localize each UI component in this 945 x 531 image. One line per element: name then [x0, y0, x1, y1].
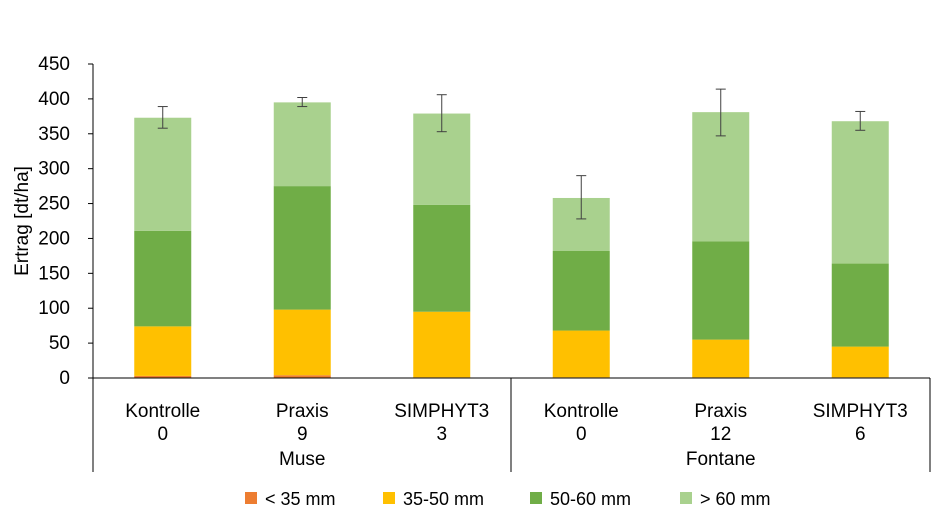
- bar-segment: [273, 375, 331, 378]
- error-bar: [855, 110, 866, 131]
- y-axis-label: Ertrag [dt/ha]: [12, 166, 33, 276]
- x-category-label: Kontrolle: [544, 401, 619, 422]
- bar-segment: [831, 121, 889, 264]
- x-category-sublabel: 12: [710, 424, 731, 445]
- x-category-sublabel: 9: [297, 424, 308, 445]
- bar-segment: [552, 330, 610, 378]
- bar-segment: [134, 326, 192, 376]
- y-tick-label: 450: [38, 54, 70, 75]
- y-tick-label: 400: [38, 89, 70, 110]
- x-category-label: Praxis: [276, 401, 329, 422]
- legend-swatch: [680, 492, 692, 504]
- bar-segment: [134, 117, 192, 231]
- error-bar: [157, 106, 168, 129]
- x-category-label: SIMPHYT3: [813, 401, 908, 422]
- x-category-label: Kontrolle: [125, 401, 200, 422]
- y-tick-label: 0: [59, 368, 70, 389]
- legend-item: < 35 mm: [245, 489, 336, 509]
- bar-segment: [273, 186, 331, 310]
- bar-segment: [273, 309, 331, 376]
- x-category-sublabel: 6: [855, 424, 866, 445]
- error-bar: [576, 175, 587, 220]
- bar-segment: [831, 346, 889, 378]
- x-category-sublabel: 0: [157, 424, 168, 445]
- bar-segment: [134, 375, 192, 378]
- x-category-sublabel: 0: [576, 424, 587, 445]
- legend-swatch: [245, 492, 257, 504]
- legend-swatch: [530, 492, 542, 504]
- legend-label: 50-60 mm: [550, 489, 631, 509]
- error-bar: [297, 96, 308, 108]
- legend-label: > 60 mm: [700, 489, 771, 509]
- bar-segment: [134, 230, 192, 327]
- x-category-label: SIMPHYT3: [394, 401, 489, 422]
- bar-segment: [552, 251, 610, 331]
- legend-label: 35-50 mm: [403, 489, 484, 509]
- legend-label: < 35 mm: [265, 489, 336, 509]
- legend-item: 50-60 mm: [530, 489, 631, 509]
- error-bars-layer: [157, 88, 866, 220]
- y-ticks-layer: 0 50 100 150 200 250 300 350 400 450: [38, 54, 93, 389]
- y-tick-label: 200: [38, 228, 70, 249]
- bar-segment: [273, 102, 331, 187]
- y-tick-label: 250: [38, 194, 70, 215]
- x-group-label: Muse: [279, 449, 325, 470]
- y-tick-label: 300: [38, 159, 70, 180]
- y-tick-label: 150: [38, 263, 70, 284]
- bar-segment: [413, 311, 471, 378]
- legend: < 35 mm 35-50 mm 50-60 mm > 60 mm: [245, 489, 771, 509]
- bar-segment: [413, 204, 471, 312]
- bar-segment: [692, 241, 750, 340]
- y-tick-label: 350: [38, 124, 70, 145]
- legend-swatch: [383, 492, 395, 504]
- error-bar: [436, 94, 447, 133]
- x-labels-layer: Kontrolle0Praxis9SIMPHYT33Kontrolle0Prax…: [125, 401, 908, 470]
- x-category-sublabel: 3: [436, 424, 447, 445]
- error-bar: [715, 88, 726, 137]
- x-group-label: Fontane: [686, 449, 756, 470]
- axes-layer: [92, 64, 931, 472]
- bar-segment: [692, 339, 750, 378]
- bars-layer: [134, 102, 889, 378]
- legend-item: 35-50 mm: [383, 489, 484, 509]
- bar-segment: [831, 263, 889, 347]
- x-category-label: Praxis: [694, 401, 747, 422]
- legend-item: > 60 mm: [680, 489, 771, 509]
- y-tick-label: 100: [38, 298, 70, 319]
- y-tick-label: 50: [49, 333, 70, 354]
